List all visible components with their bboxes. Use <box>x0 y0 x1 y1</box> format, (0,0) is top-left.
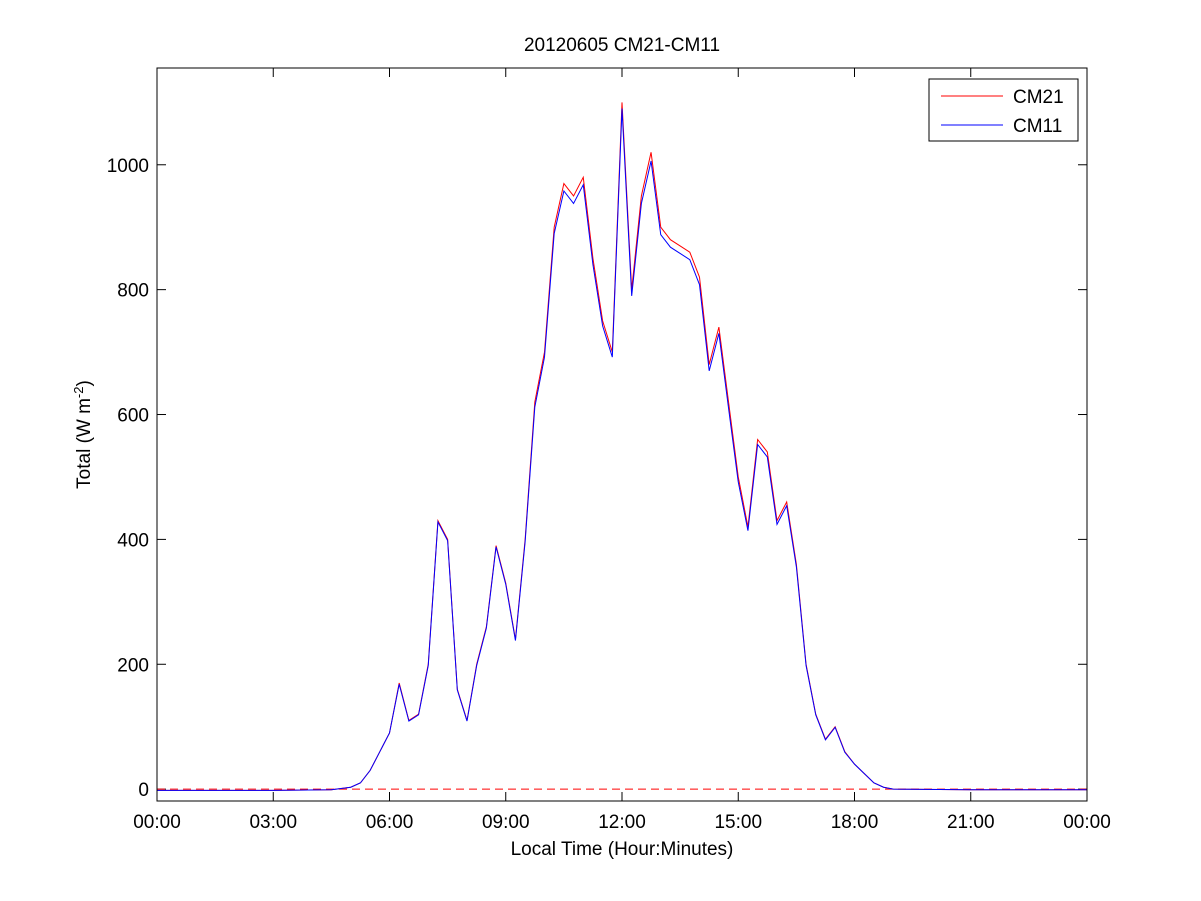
axes-box <box>156 67 1088 802</box>
y-axis-label-part: Total (W m <box>74 398 95 489</box>
y-tick-label: 1000 <box>107 156 149 177</box>
legend-label: CM21 <box>1013 87 1064 108</box>
y-tick-label: 200 <box>117 655 149 676</box>
x-tick-label: 12:00 <box>598 812 646 833</box>
y-tick-label: 600 <box>117 406 149 427</box>
legend-label: CM11 <box>1013 116 1062 137</box>
x-tick-label: 00:00 <box>133 812 181 833</box>
x-tick-label: 15:00 <box>714 812 762 833</box>
x-tick-label: 21:00 <box>947 812 995 833</box>
x-tick-label: 03:00 <box>249 812 297 833</box>
y-axis-label-part: ) <box>74 380 95 386</box>
x-tick-label: 06:00 <box>366 812 414 833</box>
x-axis-label: Local Time (Hour:Minutes) <box>511 839 734 860</box>
series-line <box>157 108 1087 791</box>
y-axis-label-part: -2 <box>71 386 86 398</box>
y-tick-label: 0 <box>138 780 149 801</box>
chart-title: 20120605 CM21-CM11 <box>524 35 720 56</box>
x-tick-label: 18:00 <box>831 812 879 833</box>
x-tick-label: 09:00 <box>482 812 530 833</box>
y-tick-label: 800 <box>117 281 149 302</box>
y-tick-label: 400 <box>117 530 149 551</box>
x-tick-label: 00:00 <box>1063 812 1111 833</box>
legend-box <box>928 78 1079 142</box>
y-axis-label: Total (W m-2) <box>71 380 96 489</box>
